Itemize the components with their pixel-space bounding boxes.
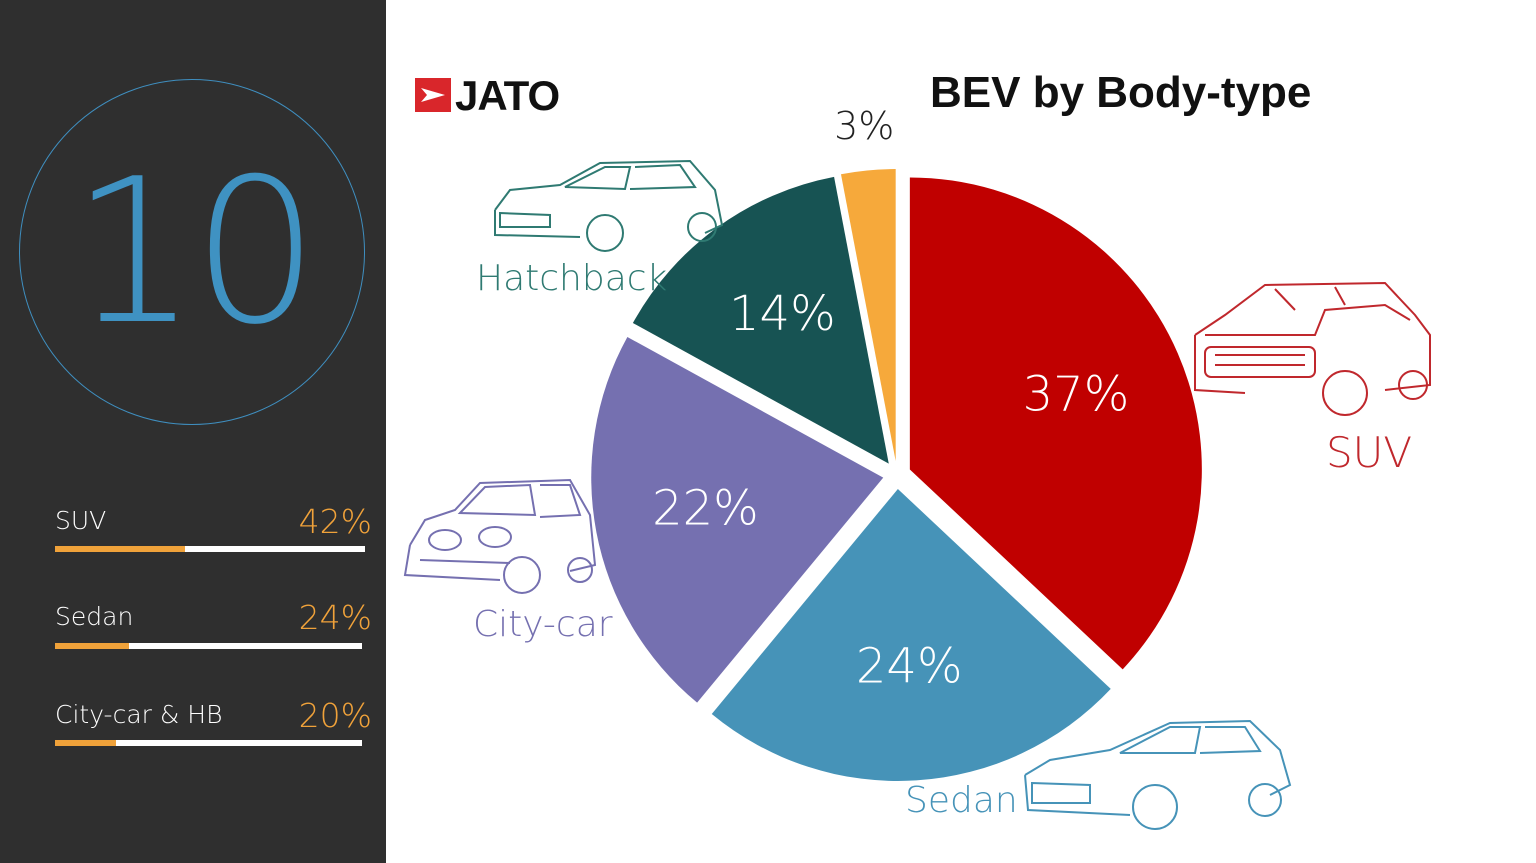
logo-text: JATO [455, 72, 560, 119]
category-label-citycar: City-car [473, 604, 613, 645]
pie-label-other: 3% [834, 104, 894, 148]
jato-flag-icon [415, 78, 451, 112]
stat-label-suv: SUV [55, 506, 107, 535]
stat-bar-citycar-hb [55, 740, 362, 746]
pie-label-hatchback: 14% [729, 286, 836, 342]
category-label-hatchback: Hatchback [476, 258, 668, 299]
rank-number: 10 [70, 135, 320, 369]
jato-logo: JATO [415, 72, 575, 119]
sedan-car-icon [1024, 719, 1292, 830]
stat-label-citycar-hb: City-car & HB [55, 700, 223, 729]
pie-slice-sedan [711, 488, 1111, 781]
stat-bar-fill-suv [55, 546, 186, 552]
pie-slice-city-car [591, 336, 884, 703]
suv-car-icon [1194, 281, 1431, 416]
category-label-suv: SUV [1326, 428, 1413, 477]
pie-slice-suv [909, 177, 1202, 670]
stat-bar-suv [55, 546, 365, 552]
category-label-sedan: Sedan [905, 780, 1018, 821]
stat-bar-fill-citycar-hb [55, 740, 117, 746]
citycar-car-icon [403, 478, 597, 594]
sidebar-panel: 10 SUV 42% Sedan 24% City-car & HB 20% [0, 0, 386, 863]
stat-value-suv: 42% [298, 502, 372, 541]
stat-bar-sedan [55, 643, 362, 649]
stat-label-sedan: Sedan [55, 602, 134, 631]
stat-value-sedan: 24% [298, 598, 372, 637]
number-circle [19, 79, 365, 425]
pie-label-sedan: 24% [856, 639, 963, 695]
chart-title: BEV by Body-type [930, 68, 1312, 117]
stat-bar-fill-sedan [55, 643, 129, 649]
pie-slice-other [840, 169, 896, 462]
pie-label-city-car: 22% [652, 481, 759, 537]
pie-slice-hatchback [632, 176, 889, 464]
pie-label-suv: 37% [1023, 367, 1130, 423]
hatchback-car-icon [494, 159, 724, 252]
stat-value-citycar-hb: 20% [298, 696, 372, 735]
